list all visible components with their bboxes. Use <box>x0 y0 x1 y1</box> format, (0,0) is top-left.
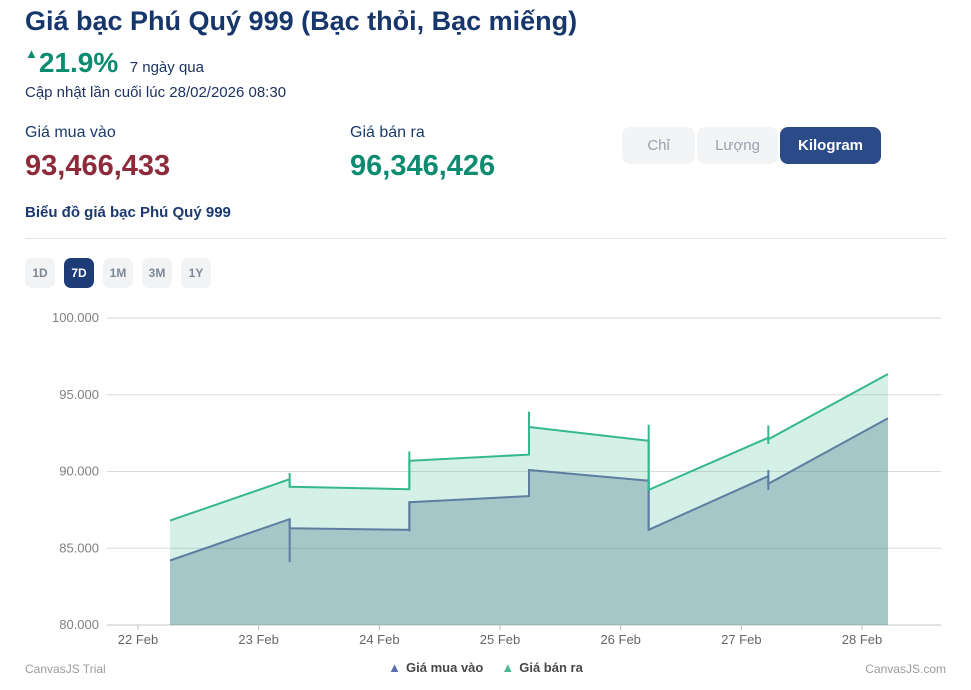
svg-text:26 Feb: 26 Feb <box>600 632 640 647</box>
svg-text:85.000: 85.000 <box>59 540 99 555</box>
up-arrow-icon: ▲ <box>25 46 38 61</box>
change-period: 7 ngày qua <box>129 59 204 76</box>
svg-text:23 Feb: 23 Feb <box>238 632 278 647</box>
legend-item-buy[interactable]: ▲ Giá mua vào <box>388 660 483 675</box>
chart-svg: 100.000 95.000 90.000 85.000 80.000 22 Feb 23 … <box>52 310 941 647</box>
chart-footer: CanvasJS Trial ▲ Giá mua vào ▲ Giá bán r… <box>0 658 971 684</box>
range-button-3m[interactable]: 3M <box>142 258 172 288</box>
svg-text:95.000: 95.000 <box>59 387 99 402</box>
range-button-1d[interactable]: 1D <box>25 258 55 288</box>
legend-item-sell[interactable]: ▲ Giá bán ra <box>501 660 582 675</box>
svg-text:27 Feb: 27 Feb <box>721 632 761 647</box>
legend-label-buy: Giá mua vào <box>406 660 484 675</box>
change-percent: 21.9% <box>38 47 119 78</box>
svg-text:80.000: 80.000 <box>59 617 99 632</box>
buy-price-label: Giá mua vào <box>25 124 116 141</box>
range-button-1m[interactable]: 1M <box>103 258 133 288</box>
chart-heading: Biểu đồ giá bạc Phú Quý 999 <box>25 204 231 221</box>
divider <box>25 238 946 239</box>
legend-marker-icon: ▲ <box>388 660 402 675</box>
chart-legend: ▲ Giá mua vào ▲ Giá bán ra <box>0 660 971 675</box>
buy-price-value: 93,466,433 <box>25 150 171 182</box>
last-updated: Cập nhật lần cuối lúc 28/02/2026 08:30 <box>25 84 287 101</box>
buy-price-block: Giá mua vào 93,466,433 <box>25 124 170 183</box>
canvasjs-trial-label: CanvasJS Trial <box>25 662 106 676</box>
price-change: ▲21.9% 7 ngày qua <box>25 46 204 79</box>
page-title: Giá bạc Phú Quý 999 (Bạc thỏi, Bạc miếng… <box>25 6 578 36</box>
svg-text:100.000: 100.000 <box>52 310 99 325</box>
canvasjs-link[interactable]: CanvasJS.com <box>865 662 946 676</box>
unit-toggle: Chỉ Lượng Kilogram <box>620 127 881 164</box>
legend-marker-icon: ▲ <box>501 660 515 675</box>
unit-button-chi[interactable]: Chỉ <box>622 127 696 164</box>
sell-price-value: 96,346,426 <box>350 150 496 182</box>
svg-text:90.000: 90.000 <box>59 464 99 479</box>
svg-text:25 Feb: 25 Feb <box>480 632 520 647</box>
chart-canvas[interactable]: 100.000 95.000 90.000 85.000 80.000 22 Feb 23 … <box>0 300 971 655</box>
unit-button-luong[interactable]: Lượng <box>697 127 778 164</box>
sell-price-label: Giá bán ra <box>350 124 425 141</box>
sell-price-block: Giá bán ra 96,346,426 <box>350 124 495 183</box>
unit-button-kilogram[interactable]: Kilogram <box>779 127 881 164</box>
range-selector: 1D 7D 1M 3M 1Y <box>25 258 211 288</box>
range-button-1y[interactable]: 1Y <box>181 258 211 288</box>
legend-label-sell: Giá bán ra <box>519 660 583 675</box>
svg-text:28 Feb: 28 Feb <box>842 632 882 647</box>
range-button-7d[interactable]: 7D <box>64 258 94 288</box>
svg-text:24 Feb: 24 Feb <box>359 632 399 647</box>
svg-text:22 Feb: 22 Feb <box>118 632 158 647</box>
